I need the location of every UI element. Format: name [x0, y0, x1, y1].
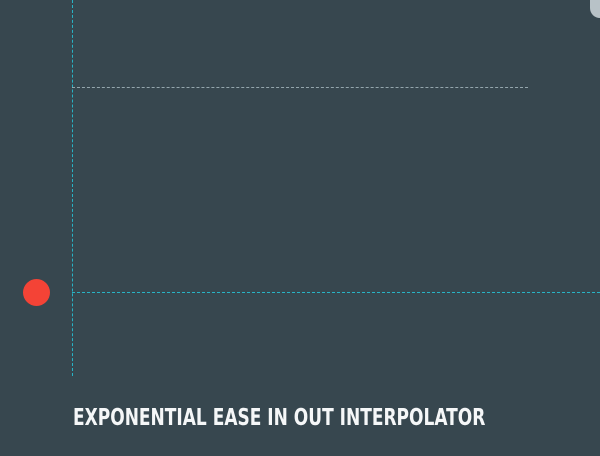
- vertical-axis-line: [72, 0, 73, 376]
- target-guide-line: [72, 87, 528, 88]
- corner-scroll-indicator: [590, 0, 600, 18]
- interpolator-title: EXPONENTIAL EASE IN OUT INTERPOLATOR: [73, 405, 486, 431]
- animated-red-dot: [23, 279, 50, 306]
- baseline-guide-line: [72, 292, 600, 293]
